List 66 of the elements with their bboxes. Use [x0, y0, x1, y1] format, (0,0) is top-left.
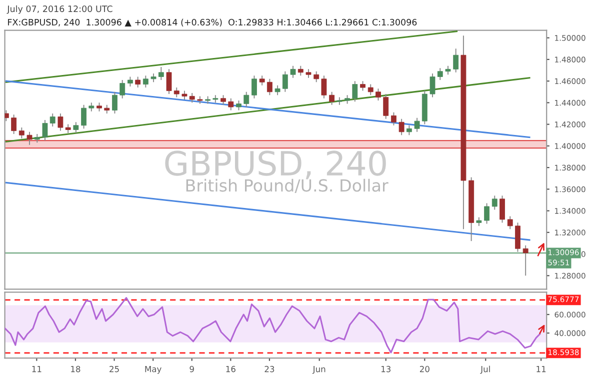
- candlestick: [492, 195, 498, 210]
- candlestick: [174, 87, 180, 98]
- candlestick: [383, 94, 389, 120]
- candlestick: [26, 131, 32, 146]
- x-tick-label: 25: [110, 366, 119, 372]
- candlestick: [259, 75, 265, 86]
- candlestick: [166, 68, 172, 95]
- candlestick: [158, 66, 164, 80]
- x-tick-label: 11: [536, 366, 546, 372]
- candlestick: [500, 195, 505, 224]
- x-tick-label: 9: [190, 366, 194, 372]
- candlestick: [189, 92, 195, 104]
- candlestick: [437, 68, 443, 80]
- candlestick: [352, 80, 358, 102]
- x-tick-label: 11: [32, 366, 42, 372]
- candlestick: [112, 91, 118, 114]
- candlestick: [360, 80, 366, 92]
- x-tick-label: 13: [381, 366, 390, 372]
- line-series: [4, 297, 541, 354]
- candlestick: [135, 76, 141, 88]
- candlestick: [120, 80, 126, 99]
- candlestick: [298, 65, 304, 76]
- candlestick: [4, 110, 9, 122]
- candlestick: [236, 100, 242, 111]
- x-tick-label: Jun: [312, 366, 326, 374]
- x-tick-label: 18: [71, 366, 80, 372]
- candlestick: [391, 112, 396, 126]
- x-tick-label: 20: [420, 366, 430, 372]
- candlestick: [282, 70, 288, 92]
- candlestick: [507, 216, 513, 230]
- candlestick: [522, 244, 528, 276]
- candlestick: [244, 91, 250, 108]
- candlestick: [18, 127, 24, 139]
- candlestick: [266, 78, 272, 96]
- candlestick: [228, 98, 234, 111]
- candlestick: [414, 117, 420, 132]
- annotation: British Pound/U.S. Dollar: [186, 178, 388, 194]
- candlestick: [142, 75, 148, 88]
- candlestick: [329, 91, 335, 106]
- candlestick: [252, 75, 257, 99]
- candlestick: [58, 113, 64, 132]
- candlestick: [81, 104, 86, 130]
- candlestick: [314, 70, 320, 83]
- candlestick: [11, 114, 17, 135]
- candlestick: [274, 84, 280, 96]
- candlestick: [42, 120, 48, 142]
- candlestick: [406, 124, 412, 136]
- x-tick-label: May: [145, 366, 162, 374]
- candlestick: [430, 73, 436, 98]
- candlestick: [220, 94, 226, 106]
- candlestick: [73, 122, 79, 134]
- x-tick-label: 23: [264, 366, 274, 372]
- x-tick-label: 16: [226, 366, 236, 372]
- candlestick: [290, 65, 296, 78]
- candlestick: [321, 75, 327, 99]
- candlestick: [128, 76, 133, 87]
- text: July 07, 2016 12:00 UTC: [6, 5, 112, 14]
- candlestick: [50, 113, 56, 127]
- chart-title: FX:GBPUSD, 240 1.30096 ▲ +0.00814 (+0.63%) O:1.29833 H:1.30466 L:1.29661 C:1.30096: [8, 18, 417, 27]
- candlestick: [376, 88, 381, 102]
- x-tick-label: Jul: [480, 366, 490, 374]
- candlestick: [398, 118, 404, 136]
- candlestick: [453, 48, 459, 73]
- candlestick: [515, 222, 520, 252]
- candlestick: [484, 202, 490, 224]
- candlestick: [368, 84, 374, 96]
